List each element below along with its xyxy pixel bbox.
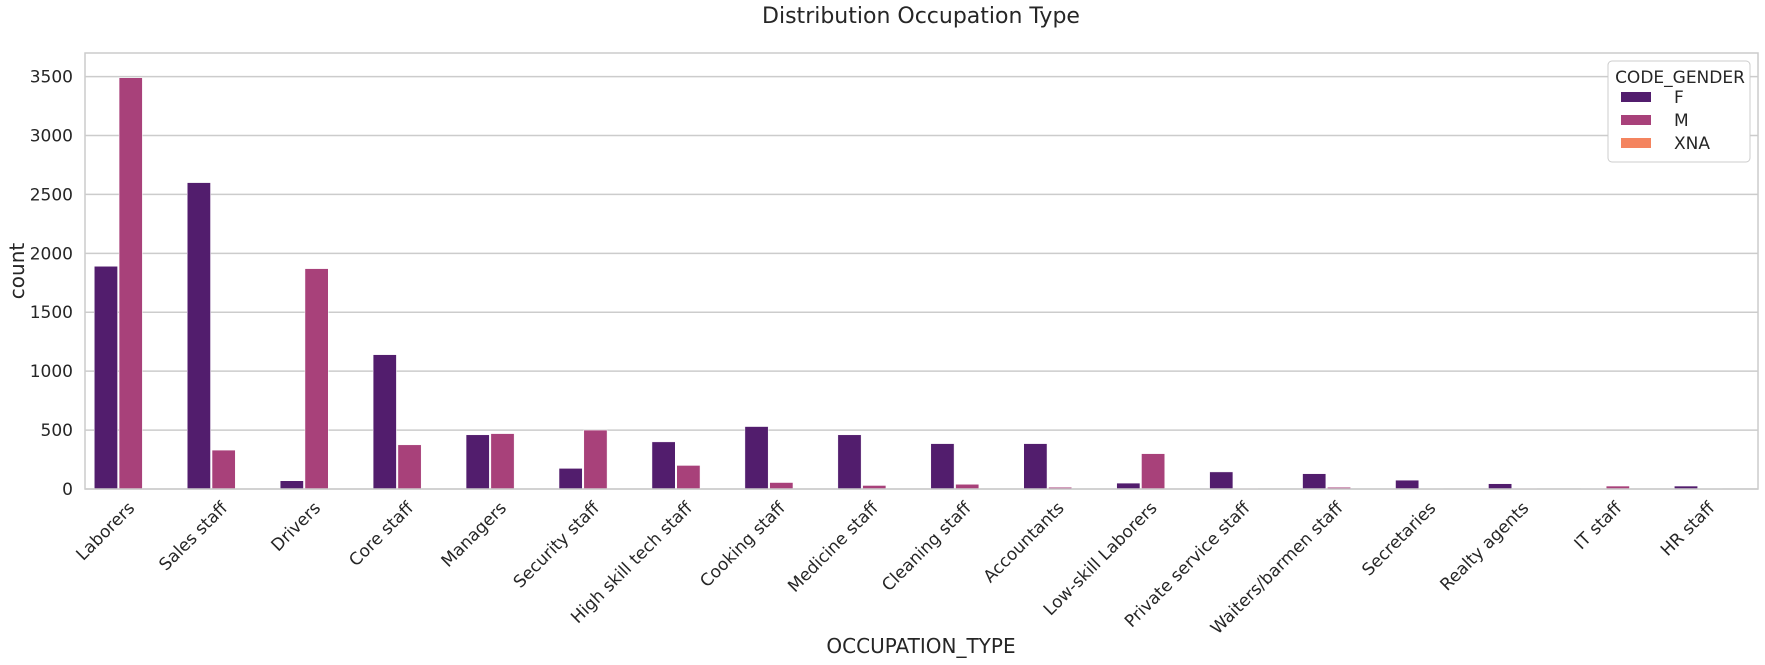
bar [558, 468, 583, 490]
x-tick-label: Cleaning staff [878, 497, 976, 595]
x-tick-label: Accountants [980, 498, 1069, 587]
y-tick-label: 0 [62, 480, 73, 500]
legend-label: M [1674, 111, 1689, 131]
y-tick-label: 2000 [30, 244, 73, 264]
legend: CODE_GENDER FM XNA [1607, 60, 1751, 163]
x-tick-label: Cooking staff [696, 497, 790, 591]
x-tick-label: Drivers [267, 498, 324, 555]
legend-swatch [1621, 92, 1651, 102]
bar [372, 354, 397, 490]
x-tick-label: HR staff [1657, 497, 1720, 560]
bar [651, 441, 676, 490]
bar [1209, 471, 1234, 490]
x-tick-label: Security staff [510, 497, 605, 592]
x-axis-label: OCCUPATION_TYPE [826, 634, 1015, 658]
legend-box [1607, 60, 1751, 163]
y-tick-label: 3000 [30, 126, 73, 146]
bar [930, 443, 955, 490]
y-tick-label: 1500 [30, 303, 73, 323]
bar [1141, 453, 1166, 490]
bar [1488, 483, 1512, 490]
legend-swatch [1621, 138, 1651, 148]
bar [94, 266, 118, 490]
plot-frame [84, 52, 1759, 490]
bar [279, 480, 304, 490]
x-tick-label: Managers [438, 498, 511, 571]
y-axis-label: count [5, 243, 29, 300]
legend-swatch [1621, 115, 1651, 125]
bar [118, 77, 143, 490]
bar [676, 465, 701, 490]
bar [186, 182, 211, 490]
bar [1116, 482, 1141, 490]
y-tick-label: 1000 [30, 362, 73, 382]
grid [85, 75, 1758, 490]
y-tick-label: 3500 [30, 68, 73, 88]
bars [94, 77, 1723, 490]
bar [211, 449, 236, 490]
x-tick-label: Secretaries [1358, 498, 1440, 580]
y-tick-label: 500 [41, 421, 73, 441]
bar [465, 434, 490, 490]
bar [490, 433, 515, 490]
bar [583, 429, 608, 490]
y-tick-label: 2500 [30, 185, 73, 205]
y-ticks: 0 500 1000 1500 2000 2500 3000 3500 [30, 68, 73, 500]
legend-label: F [1674, 88, 1684, 108]
bar [397, 444, 422, 490]
bar [837, 434, 862, 490]
bar [769, 482, 794, 490]
x-tick-label: Medicine staff [784, 497, 883, 596]
x-tick-label: Sales staff [155, 497, 232, 574]
x-tick-label: Laborers [73, 498, 140, 565]
x-ticks: Laborers Sales staff Drivers Core staff Mana… [73, 497, 1720, 638]
chart-title: Distribution Occupation Type [762, 4, 1080, 29]
x-tick-label: Realty agents [1436, 498, 1533, 595]
bar [1395, 479, 1420, 490]
bar [1302, 473, 1327, 490]
bar [1023, 443, 1048, 490]
x-tick-label: IT staff [1571, 497, 1627, 553]
x-tick-label: Core staff [345, 497, 418, 570]
legend-items: FM XNA [1621, 88, 1710, 154]
bar [304, 268, 329, 490]
legend-label: XNA [1674, 134, 1710, 154]
bar [744, 426, 769, 490]
legend-title: CODE_GENDER [1615, 68, 1745, 88]
